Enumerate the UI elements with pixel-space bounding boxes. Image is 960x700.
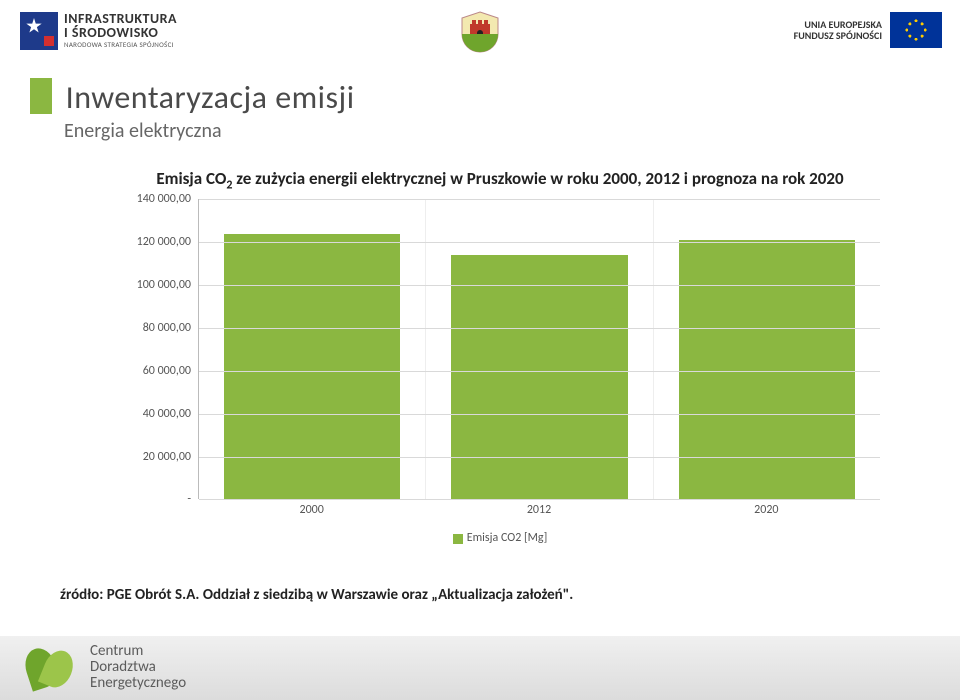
slide-subtitle: Energia elektryczna [64, 119, 355, 143]
logo-eu: UNIA EUROPEJSKA FUNDUSZ SPÓJNOŚCI [794, 12, 942, 48]
logo-left-line2: I ŚRODOWISKO [64, 26, 177, 40]
footer: Centrum Doradztwa Energetycznego [0, 636, 960, 700]
chart-legend: Emisja CO2 [Mg] [120, 531, 880, 545]
chart-x-axis: 200020122020 [198, 499, 880, 517]
y-tick: - [117, 492, 191, 506]
y-tick: 140 000,00 [117, 192, 191, 206]
logo-square-icon [20, 12, 58, 50]
chart-plot-area: -20 000,0040 000,0060 000,0080 000,00100… [198, 199, 880, 499]
logo-infrastruktura: INFRASTRUKTURA I ŚRODOWISKO NARODOWA STR… [20, 12, 177, 50]
logo-left-line3: NARODOWA STRATEGIA SPÓJNOŚCI [64, 40, 177, 49]
x-label: 2020 [653, 499, 880, 517]
bar-2020 [679, 240, 856, 499]
x-label: 2012 [425, 499, 652, 517]
leaf-icon [14, 642, 84, 694]
logo-right-line2: FUNDUSZ SPÓJNOŚCI [794, 30, 882, 41]
y-tick: 60 000,00 [117, 364, 191, 378]
title-marker [30, 78, 52, 114]
footer-line3: Energetycznego [90, 676, 186, 692]
slide-title: Inwentaryzacja emisji [66, 78, 355, 117]
y-tick: 120 000,00 [117, 235, 191, 249]
y-tick: 40 000,00 [117, 407, 191, 421]
legend-swatch [453, 534, 463, 544]
bar-2012 [451, 255, 628, 499]
legend-label: Emisja CO2 [Mg] [467, 531, 548, 545]
shield-icon [458, 10, 502, 54]
y-tick: 20 000,00 [117, 450, 191, 464]
bar-2000 [224, 234, 401, 500]
chart-title: Emisja CO2 ze zużycia energii elektryczn… [120, 168, 880, 193]
y-tick: 80 000,00 [117, 321, 191, 335]
eu-flag-icon [890, 12, 942, 48]
x-label: 2000 [198, 499, 425, 517]
y-tick: 100 000,00 [117, 278, 191, 292]
logo-coat-of-arms [458, 10, 502, 59]
emission-chart: Emisja CO2 ze zużycia energii elektryczn… [120, 168, 880, 545]
source-note: źródło: PGE Obrót S.A. Oddział z siedzib… [60, 586, 573, 604]
